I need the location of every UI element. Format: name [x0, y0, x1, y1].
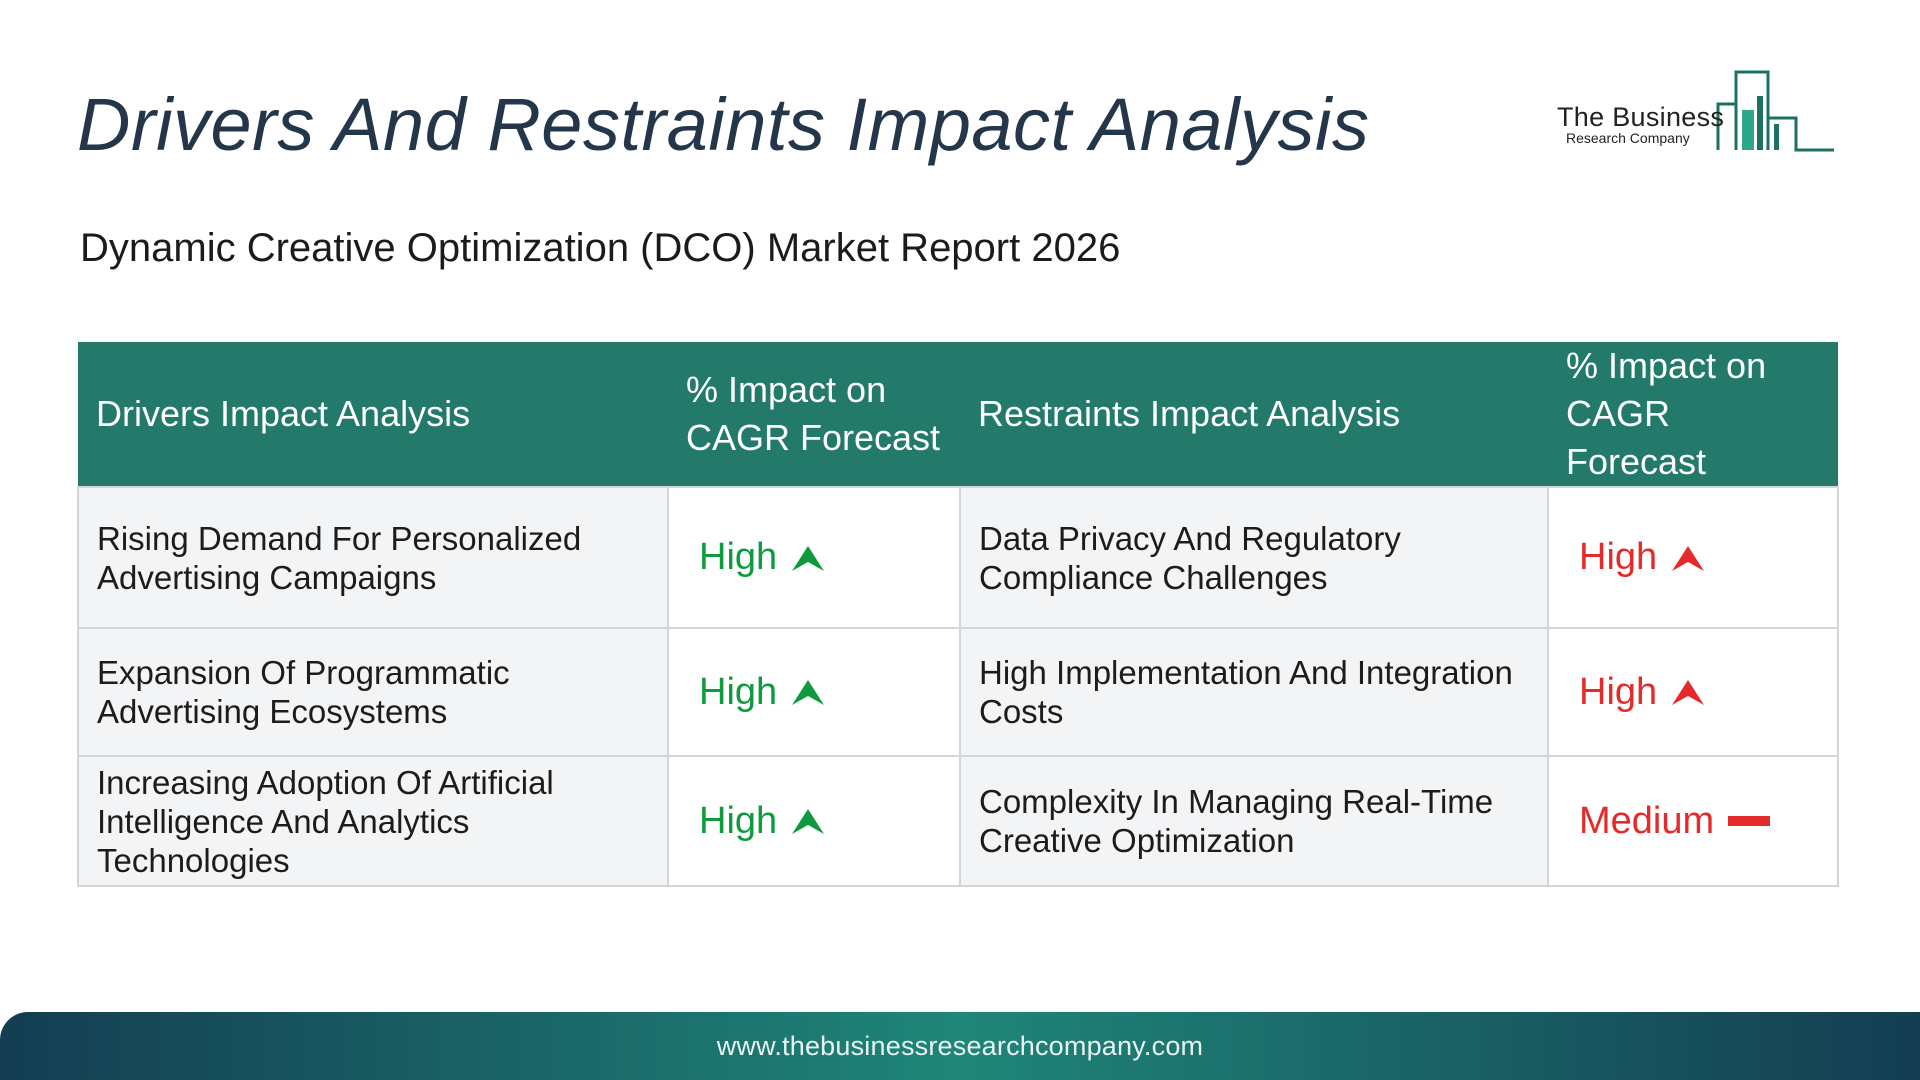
restraint-cell: Complexity In Managing Real-Time Creativ… — [959, 755, 1549, 887]
driver-impact-cell: High — [667, 627, 961, 757]
table-header-row: Drivers Impact Analysis % Impact on CAGR… — [78, 342, 1838, 487]
dash-icon — [1728, 816, 1771, 826]
bar-chart-buildings-icon — [1716, 70, 1834, 152]
driver-impact-cell: High — [667, 486, 961, 629]
driver-cell: Increasing Adoption Of Artificial Intell… — [77, 755, 669, 887]
driver-impact-value: High — [699, 670, 778, 713]
driver-impact-cell: High — [667, 755, 961, 887]
arrow-up-icon — [792, 545, 825, 571]
logo-tagline: Research Company — [1566, 130, 1690, 146]
restraint-impact-cell: High — [1547, 627, 1839, 757]
restraint-impact-value: High — [1579, 670, 1658, 713]
restraint-cell: Data Privacy And Regulatory Compliance C… — [959, 486, 1549, 629]
table-row: Expansion Of Programmatic Advertising Ec… — [77, 627, 1839, 757]
header-restraints-impact: % Impact on CAGR Forecast — [1548, 342, 1838, 487]
restraint-impact-value: High — [1579, 536, 1658, 578]
footer-url[interactable]: www.thebusinessresearchcompany.com — [716, 1030, 1204, 1061]
restraint-cell: High Implementation And Integration Cost… — [959, 627, 1549, 757]
company-logo: The Business Research Company — [1552, 66, 1842, 156]
driver-impact-value: High — [699, 536, 778, 578]
table-row: Increasing Adoption Of Artificial Intell… — [77, 755, 1839, 887]
header-drivers: Drivers Impact Analysis — [78, 342, 668, 487]
header-restraints: Restraints Impact Analysis — [960, 342, 1548, 487]
impact-table: Drivers Impact Analysis % Impact on CAGR… — [77, 342, 1839, 887]
header-drivers-impact: % Impact on CAGR Forecast — [668, 342, 960, 487]
restraint-impact-cell: High — [1547, 486, 1839, 629]
arrow-up-icon — [1672, 545, 1705, 571]
driver-cell: Expansion Of Programmatic Advertising Ec… — [77, 627, 669, 757]
report-subtitle: Dynamic Creative Optimization (DCO) Mark… — [80, 226, 1121, 270]
page-title: Drivers And Restraints Impact Analysis — [77, 83, 1370, 166]
restraint-impact-cell: Medium — [1547, 755, 1839, 887]
restraint-impact-value: Medium — [1579, 799, 1715, 842]
footer-bar: www.thebusinessresearchcompany.com — [0, 1012, 1920, 1080]
driver-impact-value: High — [699, 799, 778, 842]
arrow-up-icon — [1672, 680, 1705, 705]
arrow-up-icon — [792, 809, 825, 834]
table-row: Rising Demand For Personalized Advertisi… — [77, 486, 1839, 629]
logo-name: The Business — [1557, 102, 1725, 132]
driver-cell: Rising Demand For Personalized Advertisi… — [77, 486, 669, 629]
arrow-up-icon — [792, 680, 825, 705]
